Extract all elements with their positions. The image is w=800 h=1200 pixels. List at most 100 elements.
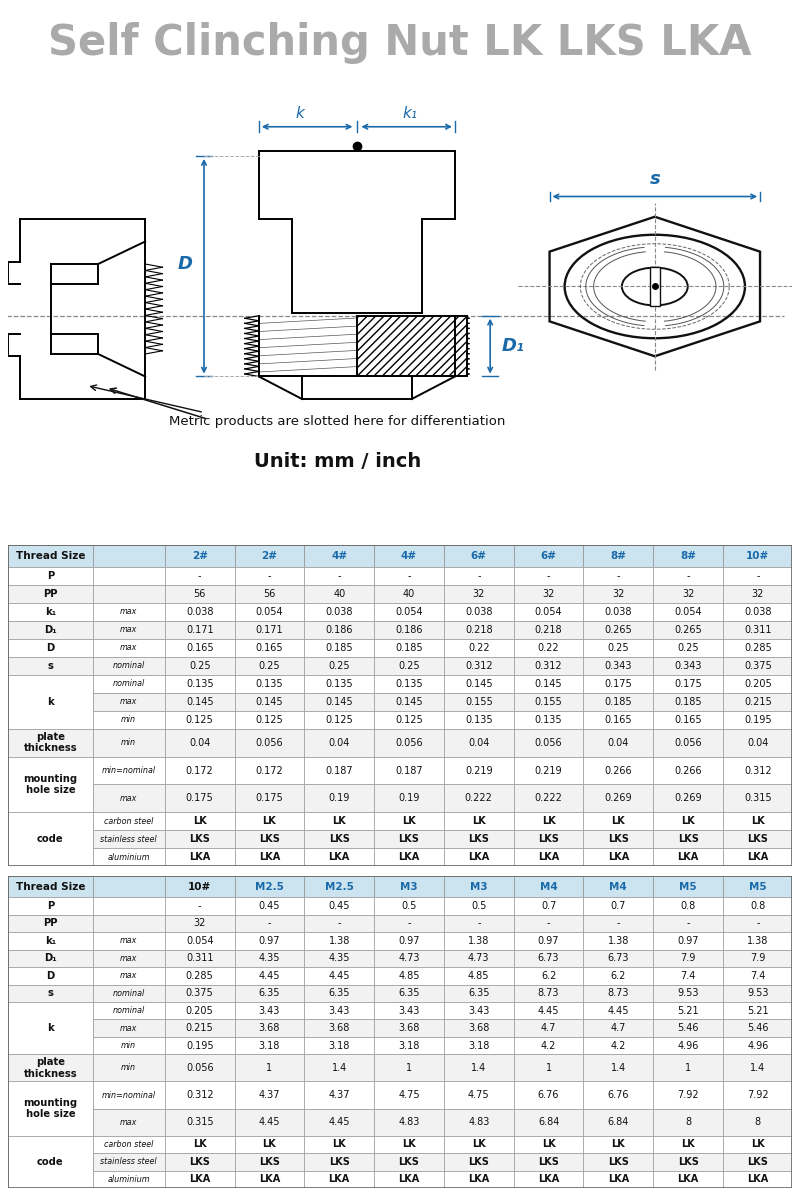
Bar (654, 1109, 723, 1135)
Bar (444, 638, 514, 656)
Bar (93, 1153, 165, 1170)
Bar (374, 566, 444, 584)
Text: M2.5: M2.5 (255, 882, 284, 892)
Text: 4.83: 4.83 (468, 1117, 490, 1127)
Text: 0.312: 0.312 (744, 766, 772, 775)
Bar (374, 876, 444, 898)
Text: LK: LK (542, 1139, 555, 1150)
Text: PP: PP (43, 918, 58, 929)
Bar (723, 898, 793, 914)
Bar (444, 1081, 514, 1109)
Text: 0.315: 0.315 (186, 1117, 214, 1127)
Text: 1.4: 1.4 (610, 1063, 626, 1073)
Bar (583, 1037, 654, 1055)
Bar (654, 785, 723, 812)
Bar (8, 1135, 93, 1188)
Bar (93, 812, 165, 830)
Bar (723, 1170, 793, 1188)
Text: 0.312: 0.312 (465, 661, 493, 671)
Text: M2.5: M2.5 (325, 882, 354, 892)
Bar (444, 584, 514, 602)
Text: 0.218: 0.218 (465, 625, 493, 635)
Text: 6.35: 6.35 (258, 989, 280, 998)
Bar (304, 898, 374, 914)
Text: LKS: LKS (747, 834, 768, 845)
Text: 0.135: 0.135 (465, 715, 493, 725)
Bar (444, 812, 514, 830)
Text: 0.145: 0.145 (186, 697, 214, 707)
Text: 0.171: 0.171 (186, 625, 214, 635)
Bar (654, 602, 723, 620)
Text: LK: LK (472, 816, 486, 827)
Bar (654, 620, 723, 638)
Bar (514, 1055, 583, 1081)
Bar (514, 602, 583, 620)
Text: 0.165: 0.165 (605, 715, 632, 725)
Text: 4.2: 4.2 (541, 1040, 556, 1051)
Text: -: - (686, 571, 690, 581)
Text: min=nominal: min=nominal (102, 766, 156, 775)
Text: 0.315: 0.315 (744, 793, 772, 804)
Text: 40: 40 (403, 589, 415, 599)
Bar (444, 566, 514, 584)
Text: 4.7: 4.7 (610, 1024, 626, 1033)
Text: 0.311: 0.311 (744, 625, 772, 635)
Text: s: s (47, 661, 54, 671)
Text: 0.04: 0.04 (189, 738, 210, 748)
Bar (514, 1002, 583, 1020)
Text: LK: LK (472, 1139, 486, 1150)
Bar (583, 566, 654, 584)
Text: LK: LK (611, 816, 626, 827)
Bar (165, 674, 234, 692)
Text: k: k (47, 697, 54, 707)
Text: 4.45: 4.45 (607, 1006, 629, 1015)
Bar (654, 876, 723, 898)
Bar (165, 830, 234, 848)
Text: 1: 1 (266, 1063, 273, 1073)
Bar (654, 830, 723, 848)
Bar (654, 656, 723, 674)
Bar (650, 268, 659, 306)
Bar (514, 1081, 583, 1109)
Text: 3.68: 3.68 (258, 1024, 280, 1033)
Bar (583, 620, 654, 638)
Bar (234, 1055, 304, 1081)
Text: LKS: LKS (678, 834, 698, 845)
Text: -: - (756, 918, 760, 929)
Bar (234, 898, 304, 914)
Bar (93, 674, 165, 692)
Text: k₁: k₁ (45, 936, 56, 946)
Text: 4.37: 4.37 (329, 1090, 350, 1100)
Text: 4.85: 4.85 (398, 971, 420, 980)
Text: min: min (121, 1042, 136, 1050)
Text: 6.2: 6.2 (610, 971, 626, 980)
Bar (654, 949, 723, 967)
Text: plate
thickness: plate thickness (23, 1057, 77, 1079)
Text: 0.218: 0.218 (534, 625, 562, 635)
Text: 10#: 10# (188, 882, 211, 892)
Text: LK: LK (402, 1139, 416, 1150)
Text: 0.215: 0.215 (744, 697, 772, 707)
Bar (304, 674, 374, 692)
Text: LK: LK (193, 816, 206, 827)
Bar (374, 984, 444, 1002)
Text: 3.43: 3.43 (468, 1006, 490, 1015)
Text: 3.18: 3.18 (398, 1040, 420, 1051)
Bar (304, 914, 374, 932)
Text: LKS: LKS (398, 834, 419, 845)
Text: LKA: LKA (189, 1175, 210, 1184)
Bar (514, 674, 583, 692)
Bar (165, 876, 234, 898)
Bar (514, 692, 583, 710)
Text: 6.84: 6.84 (608, 1117, 629, 1127)
Text: 0.125: 0.125 (326, 715, 353, 725)
Bar (304, 566, 374, 584)
Bar (583, 545, 654, 566)
Bar (93, 848, 165, 866)
Bar (93, 620, 165, 638)
Text: 4.45: 4.45 (329, 1117, 350, 1127)
Bar (654, 1055, 723, 1081)
Text: D₁: D₁ (502, 337, 525, 355)
Text: min: min (121, 1063, 136, 1073)
Text: 0.155: 0.155 (465, 697, 493, 707)
